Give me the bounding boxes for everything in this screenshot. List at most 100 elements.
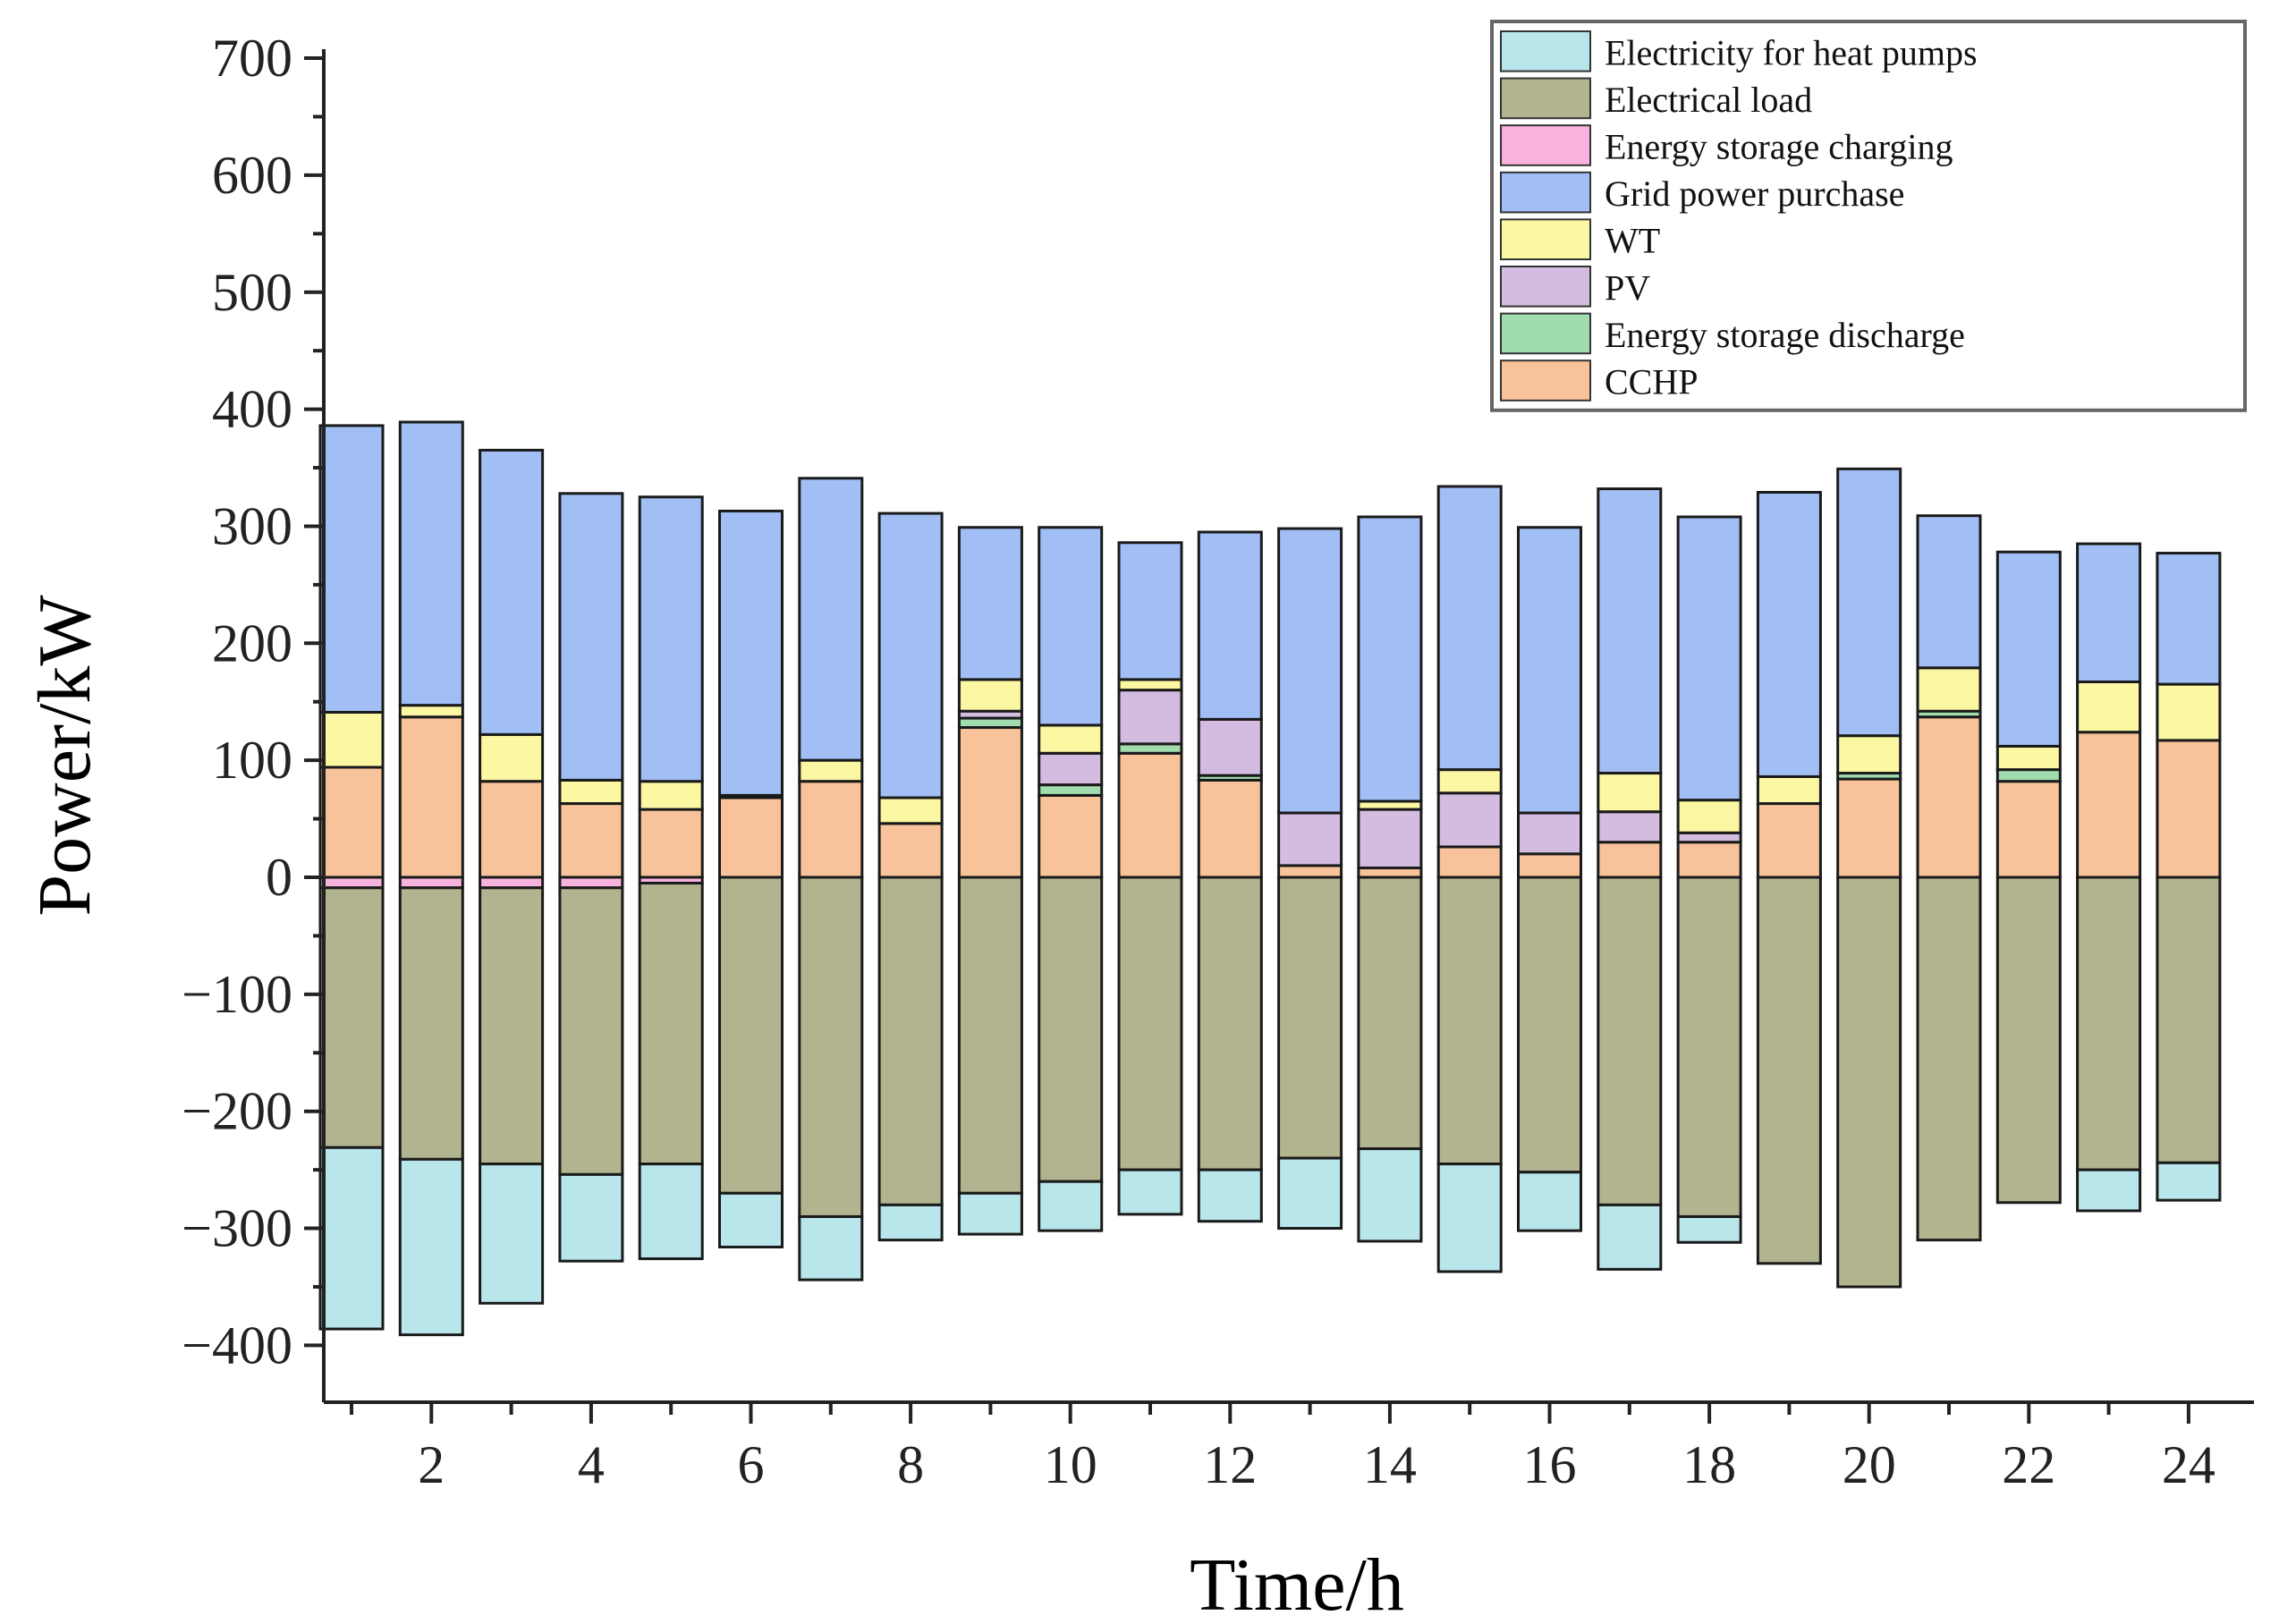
bar-cchp-h22 bbox=[1995, 780, 2062, 879]
bar-grid-power-purchase-h17 bbox=[1597, 487, 1663, 775]
bar-electrical-load-h4 bbox=[558, 886, 624, 1176]
y-tick-label: −200 bbox=[182, 1082, 292, 1141]
bar-grid-power-purchase-h20 bbox=[1836, 467, 1902, 738]
legend-label-cchp: CCHP bbox=[1605, 362, 1699, 402]
legend-swatch-electrical-load bbox=[1500, 77, 1591, 120]
x-tick-label: 22 bbox=[2002, 1435, 2055, 1494]
bar-pv-h13 bbox=[1277, 811, 1343, 867]
bar-electrical-load-h3 bbox=[479, 886, 545, 1166]
y-axis-title: Power/kW bbox=[23, 595, 106, 917]
bar-grid-power-purchase-h8 bbox=[877, 512, 944, 799]
bar-cchp-h5 bbox=[638, 808, 704, 879]
bar-cchp-h15 bbox=[1436, 845, 1503, 879]
legend-swatch-energy-storage-charging bbox=[1500, 124, 1591, 166]
bar-cchp-h1 bbox=[318, 765, 385, 879]
y-tick-label: −100 bbox=[182, 965, 292, 1024]
bar-grid-power-purchase-h21 bbox=[1916, 514, 1982, 670]
bar-electrical-load-h5 bbox=[638, 882, 704, 1166]
x-tick-label: 4 bbox=[578, 1435, 605, 1494]
x-tick-label: 16 bbox=[1523, 1435, 1577, 1494]
bar-electrical-load-h18 bbox=[1676, 875, 1742, 1218]
legend-swatch-energy-storage-discharge bbox=[1500, 312, 1591, 355]
bar-cchp-h21 bbox=[1916, 715, 1982, 879]
bar-grid-power-purchase-h19 bbox=[1756, 491, 1822, 778]
bar-wt-h11 bbox=[1117, 678, 1183, 692]
y-tick-label: 400 bbox=[212, 380, 292, 439]
bar-electricity-for-heat-pumps-h6 bbox=[718, 1191, 784, 1248]
legend-swatch-wt bbox=[1500, 218, 1591, 260]
legend-label-energy-storage-discharge: Energy storage discharge bbox=[1605, 315, 1965, 355]
bar-cchp-h4 bbox=[558, 802, 624, 879]
bar-wt-h19 bbox=[1756, 774, 1822, 806]
bar-wt-h21 bbox=[1916, 666, 1982, 713]
bar-cchp-h2 bbox=[398, 715, 464, 879]
x-tick-label: 10 bbox=[1044, 1435, 1097, 1494]
bar-cchp-h12 bbox=[1197, 778, 1263, 879]
bar-electrical-load-h8 bbox=[877, 875, 944, 1206]
bar-electricity-for-heat-pumps-h23 bbox=[2076, 1168, 2142, 1213]
bar-cchp-h7 bbox=[798, 780, 864, 879]
y-tick-label: −300 bbox=[182, 1199, 292, 1258]
bar-electrical-load-h6 bbox=[718, 875, 784, 1195]
bar-electrical-load-h12 bbox=[1197, 875, 1263, 1171]
bar-grid-power-purchase-h7 bbox=[798, 477, 864, 762]
bar-pv-h10 bbox=[1038, 751, 1104, 787]
bar-electricity-for-heat-pumps-h13 bbox=[1277, 1156, 1343, 1231]
bar-cchp-h13 bbox=[1277, 864, 1343, 879]
bar-grid-power-purchase-h6 bbox=[718, 509, 784, 797]
bar-cchp-h23 bbox=[2076, 731, 2142, 879]
bar-electrical-load-h23 bbox=[2076, 875, 2142, 1171]
legend-label-wt: WT bbox=[1605, 221, 1660, 261]
bar-wt-h3 bbox=[479, 732, 545, 783]
legend-box bbox=[1490, 20, 2247, 412]
bar-energy-storage-discharge-h10 bbox=[1038, 783, 1104, 797]
x-axis-title: Time/h bbox=[1190, 1544, 1404, 1624]
bar-energy-storage-discharge-h22 bbox=[1995, 768, 2062, 783]
bar-grid-power-purchase-h24 bbox=[2156, 552, 2222, 686]
bar-pv-h12 bbox=[1197, 717, 1263, 777]
bar-cchp-h19 bbox=[1756, 802, 1822, 879]
bar-wt-h15 bbox=[1436, 768, 1503, 795]
bar-wt-h4 bbox=[558, 778, 624, 806]
bar-cchp-h9 bbox=[957, 726, 1023, 879]
bar-electricity-for-heat-pumps-h11 bbox=[1117, 1168, 1183, 1216]
bar-electrical-load-h1 bbox=[318, 886, 385, 1149]
bar-electricity-for-heat-pumps-h15 bbox=[1436, 1163, 1503, 1273]
legend-swatch-cchp bbox=[1500, 359, 1591, 402]
legend-label-grid-power-purchase: Grid power purchase bbox=[1605, 173, 1904, 214]
bar-electrical-load-h19 bbox=[1756, 875, 1822, 1265]
bar-grid-power-purchase-h13 bbox=[1277, 527, 1343, 815]
bar-electricity-for-heat-pumps-h9 bbox=[957, 1191, 1023, 1236]
y-tick-label: 600 bbox=[212, 146, 292, 205]
bar-electrical-load-h2 bbox=[398, 886, 464, 1161]
bar-cchp-h11 bbox=[1117, 751, 1183, 879]
bar-electricity-for-heat-pumps-h10 bbox=[1038, 1180, 1104, 1232]
bar-electrical-load-h15 bbox=[1436, 875, 1503, 1166]
bar-wt-h2 bbox=[398, 704, 464, 719]
bar-wt-h5 bbox=[638, 780, 704, 811]
bar-electrical-load-h7 bbox=[798, 875, 864, 1218]
legend-label-energy-storage-charging: Energy storage charging bbox=[1605, 127, 1953, 167]
y-tick-label: 0 bbox=[266, 848, 292, 907]
bar-electricity-for-heat-pumps-h8 bbox=[877, 1203, 944, 1242]
bar-grid-power-purchase-h3 bbox=[479, 448, 545, 736]
bar-electricity-for-heat-pumps-h4 bbox=[558, 1172, 624, 1263]
bar-energy-storage-charging-h3 bbox=[479, 875, 545, 890]
bar-electrical-load-h10 bbox=[1038, 875, 1104, 1183]
bar-cchp-h6 bbox=[718, 796, 784, 879]
y-tick-label: 100 bbox=[212, 731, 292, 790]
bar-energy-storage-charging-h4 bbox=[558, 875, 624, 890]
bar-electricity-for-heat-pumps-h5 bbox=[638, 1163, 704, 1261]
bar-grid-power-purchase-h9 bbox=[957, 526, 1023, 681]
y-tick-label: 300 bbox=[212, 496, 292, 555]
x-tick-label: 14 bbox=[1363, 1435, 1417, 1494]
y-tick-label: 200 bbox=[212, 613, 292, 672]
bar-electrical-load-h13 bbox=[1277, 875, 1343, 1160]
legend-label-electricity-for-heat-pumps: Electricity for heat pumps bbox=[1605, 32, 1978, 72]
x-tick-label: 6 bbox=[738, 1435, 765, 1494]
bar-electricity-for-heat-pumps-h3 bbox=[479, 1163, 545, 1305]
bar-electrical-load-h14 bbox=[1357, 875, 1423, 1151]
bar-grid-power-purchase-h15 bbox=[1436, 485, 1503, 772]
